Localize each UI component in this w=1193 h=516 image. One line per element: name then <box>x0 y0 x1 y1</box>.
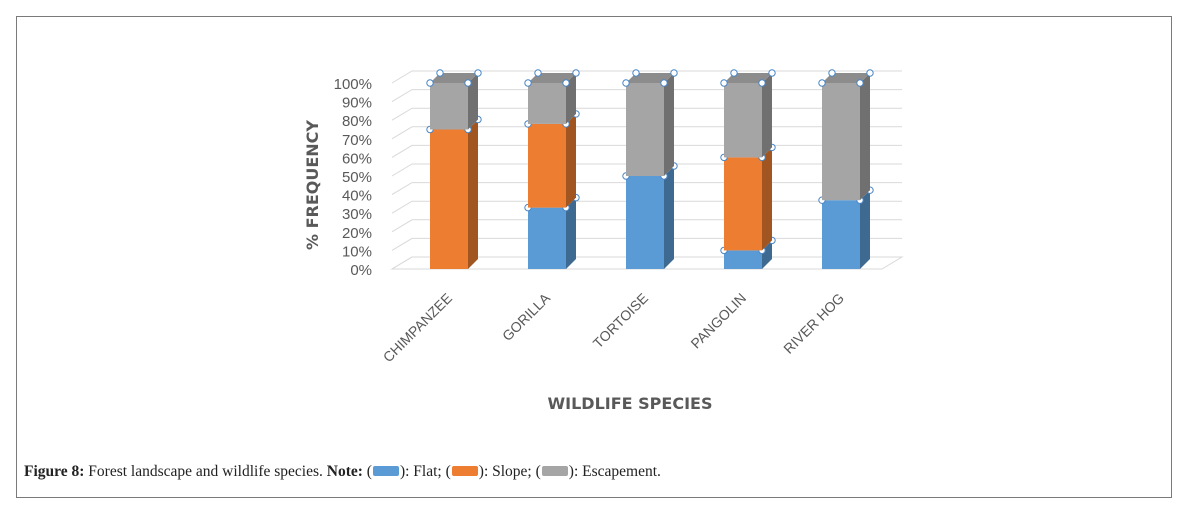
selection-handle <box>660 79 668 87</box>
caption-text: Forest landscape and wildlife species. <box>84 463 327 480</box>
legend-swatch-escapement <box>541 466 568 476</box>
bar-front-slope <box>724 157 762 251</box>
bar-side-slope <box>468 119 478 269</box>
bar-front-slope <box>528 123 566 208</box>
bar-side-flat <box>860 190 870 269</box>
category-label: RIVER HOG <box>780 290 847 357</box>
bar-front-escapement <box>528 83 566 124</box>
bar-segment-slope <box>426 115 482 269</box>
bar-side-escapement <box>860 73 870 201</box>
bar-side-flat <box>566 197 576 269</box>
selection-handle <box>524 79 532 87</box>
bar-front-slope <box>430 129 468 269</box>
x-axis-title: WILDLIFE SPECIES <box>548 394 713 413</box>
selection-handle <box>464 79 472 87</box>
bar-segment-escapement <box>524 69 580 124</box>
bar-side-escapement <box>566 73 576 124</box>
y-tick-label: 100% <box>334 76 372 93</box>
bar-front-escapement <box>822 83 860 201</box>
bar-segment-slope <box>720 143 776 251</box>
y-tick-label: 60% <box>342 150 372 167</box>
bar-front-flat <box>626 176 664 269</box>
bar-segment-slope <box>524 110 580 208</box>
bar-front-flat <box>528 207 566 269</box>
selection-handle <box>622 79 630 87</box>
caption-legend-flat: ): Flat; ( <box>399 463 451 480</box>
bar-side-slope <box>762 147 772 251</box>
caption-legend-escapement: ): Escapement. <box>568 463 661 480</box>
figure-caption: Figure 8: Forest landscape and wildlife … <box>24 463 661 481</box>
bar-front-escapement <box>626 83 664 176</box>
category-label: TORTOISE <box>590 290 651 351</box>
bar-side-escapement <box>468 73 478 130</box>
selection-handle <box>426 79 434 87</box>
selection-handle <box>670 69 678 77</box>
selection-handle <box>562 79 570 87</box>
selection-handle <box>720 79 728 87</box>
category-label: GORILLA <box>499 289 554 344</box>
y-tick-label: 40% <box>342 188 372 205</box>
bar-front-escapement <box>430 83 468 130</box>
bar-front-flat <box>822 200 860 269</box>
y-tick-label: 90% <box>342 95 372 112</box>
bar-segment-escapement <box>426 69 482 130</box>
bar-front-flat <box>724 250 762 269</box>
y-axis-title: % FREQUENCY <box>303 120 322 250</box>
y-tick-label: 80% <box>342 113 372 130</box>
bar-side-flat <box>762 240 772 269</box>
y-tick-labels: 0% 10%20% 30%40% 50% 60%70% 80%90% 100% <box>334 76 372 279</box>
y-tick-label: 70% <box>342 132 372 149</box>
selection-handle <box>818 79 826 87</box>
selection-handle <box>866 69 874 77</box>
selection-handle <box>632 69 640 77</box>
y-tick-label: 20% <box>342 225 372 242</box>
caption-note-label: Note: <box>326 463 363 480</box>
selection-handle <box>572 69 580 77</box>
y-tick-label: 30% <box>342 206 372 223</box>
y-tick-label: 10% <box>342 243 372 260</box>
caption-legend-slope: ): Slope; ( <box>478 463 541 480</box>
bar-side-flat <box>664 166 674 269</box>
category-label: PANGOLIN <box>687 290 749 352</box>
caption-open: ( <box>362 463 372 480</box>
legend-swatch-flat <box>372 466 399 476</box>
y-tick-label: 50% <box>342 169 372 186</box>
selection-handle <box>474 69 482 77</box>
caption-figure-label: Figure 8: <box>24 463 85 480</box>
bar-side-slope <box>566 113 576 208</box>
legend-swatch-slope <box>451 466 478 476</box>
selection-handle <box>436 69 444 77</box>
gridline <box>391 70 902 84</box>
selection-handle <box>828 69 836 77</box>
bars-layer <box>426 69 874 269</box>
bar-segment-escapement <box>818 69 874 201</box>
bar-front-escapement <box>724 83 762 158</box>
bar-segment-escapement <box>622 69 678 176</box>
bar-side-escapement <box>664 73 674 176</box>
selection-handle <box>730 69 738 77</box>
category-label: CHIMPANZEE <box>380 290 455 365</box>
bar-side-escapement <box>762 73 772 158</box>
category-labels: CHIMPANZEE GORILLA TORTOISE PANGOLIN RIVER H… <box>380 289 847 365</box>
selection-handle <box>856 79 864 87</box>
selection-handle <box>768 69 776 77</box>
selection-handle <box>534 69 542 77</box>
y-tick-label: 0% <box>350 262 372 279</box>
bar-segment-flat <box>622 162 678 269</box>
bar-segment-escapement <box>720 69 776 158</box>
selection-handle <box>758 79 766 87</box>
